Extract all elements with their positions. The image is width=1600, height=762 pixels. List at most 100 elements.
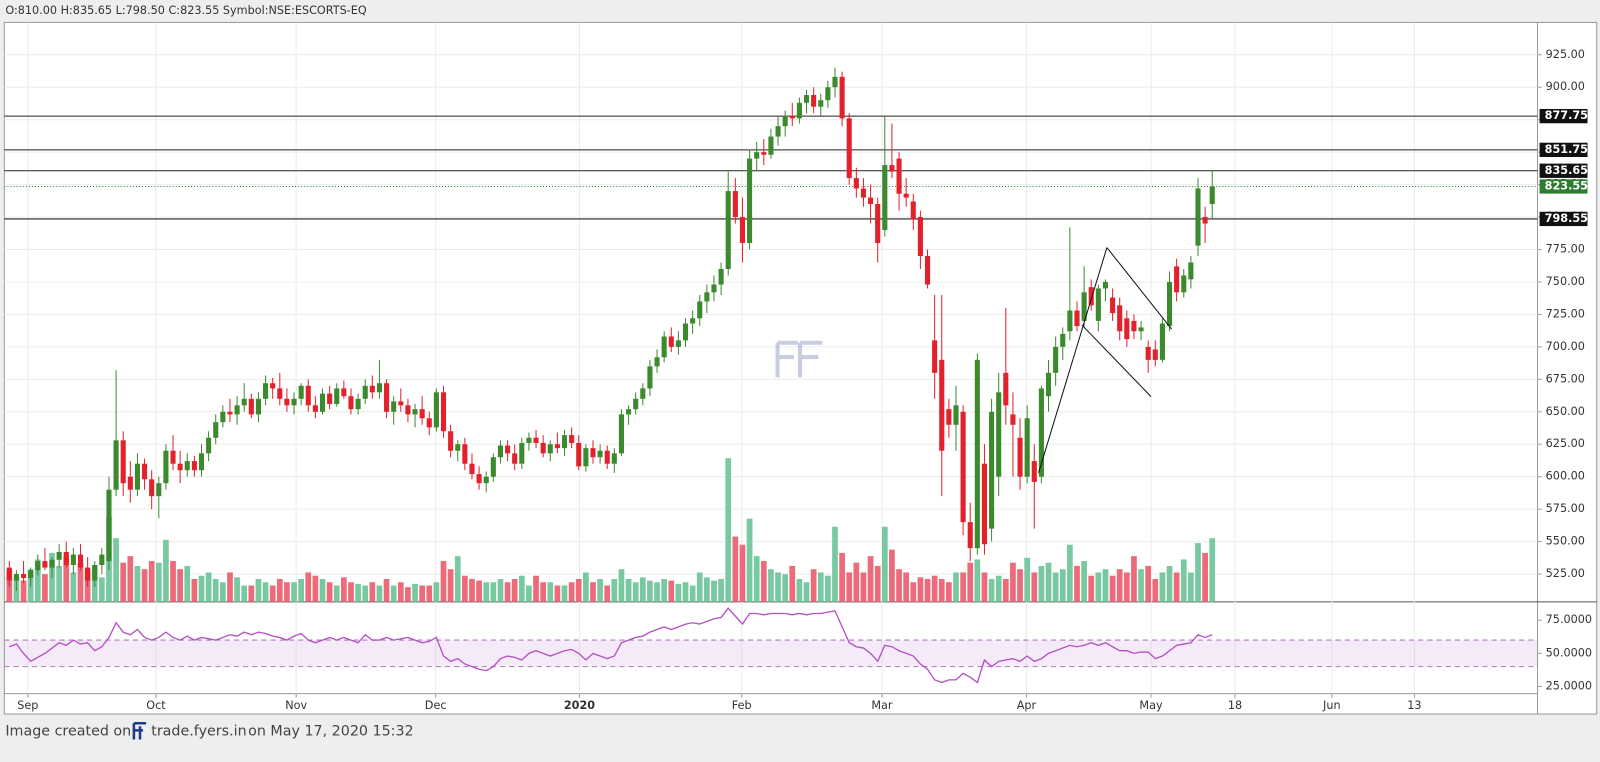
candle-body xyxy=(640,388,646,399)
candle-body xyxy=(540,442,546,454)
candle-body xyxy=(398,401,404,406)
volume-bar xyxy=(625,578,632,602)
volume-bar xyxy=(70,572,77,602)
candle-body xyxy=(967,522,973,549)
volume-bar xyxy=(632,582,639,602)
volume-bar xyxy=(1067,544,1073,602)
candle-body xyxy=(1124,318,1130,340)
candle-body xyxy=(127,476,133,490)
volume-bar xyxy=(832,526,838,602)
volume-bar xyxy=(540,582,547,602)
volume-bar xyxy=(362,585,369,602)
last-price-label: 823.55 xyxy=(1545,179,1588,192)
volume-bar xyxy=(810,569,817,602)
y-tick-label: 625.00 xyxy=(1546,437,1585,450)
volume-bar xyxy=(696,572,703,602)
trendline xyxy=(1081,324,1152,397)
level-label: 835.65 xyxy=(1545,164,1588,177)
volume-bar xyxy=(568,582,575,602)
rsi-tick-label: 25.0000 xyxy=(1546,679,1592,692)
candle-body xyxy=(1181,275,1187,293)
grid xyxy=(4,22,1542,698)
volume-bar xyxy=(163,539,169,602)
candle-body xyxy=(1017,437,1023,477)
volume-bar xyxy=(248,585,255,602)
candle-body xyxy=(974,359,980,549)
volume-bar xyxy=(483,582,490,602)
trendline xyxy=(1038,247,1108,473)
candle-body xyxy=(1166,281,1173,327)
y-tick-label: 725.00 xyxy=(1546,307,1585,320)
volume-bar xyxy=(924,578,931,602)
level-label: 877.75 xyxy=(1545,109,1588,122)
volume-bar xyxy=(967,562,974,602)
volume-bar xyxy=(860,572,867,602)
candle-body xyxy=(697,301,703,319)
candle-body xyxy=(1031,461,1037,482)
volume-bar xyxy=(518,575,525,602)
candle-body xyxy=(56,551,62,560)
candle-body xyxy=(775,126,781,137)
volume-bar xyxy=(647,580,653,602)
candle-body xyxy=(21,574,27,578)
candle-body xyxy=(1045,372,1052,397)
volume-bar xyxy=(604,585,611,602)
x-tick-label: Apr xyxy=(1017,699,1037,712)
candle-body xyxy=(490,457,496,477)
x-tick-label: 13 xyxy=(1407,699,1421,712)
candle-body xyxy=(142,463,148,480)
candle-body xyxy=(334,388,340,404)
volume-bar xyxy=(1095,572,1102,602)
candle-body xyxy=(156,483,162,497)
candle-body xyxy=(1159,323,1165,360)
volume-bar xyxy=(454,556,461,602)
x-tick-label: Mar xyxy=(871,699,893,712)
candle-body xyxy=(782,115,788,127)
x-tick-label: Dec xyxy=(425,699,447,712)
candle-body xyxy=(1131,320,1137,332)
candle-body xyxy=(547,444,553,454)
candle-body xyxy=(1060,333,1066,347)
volume-bar xyxy=(341,577,347,602)
y-tick-label: 650.00 xyxy=(1546,405,1585,418)
volume-bar xyxy=(1074,565,1080,602)
volume-bar xyxy=(917,577,924,602)
candle-body xyxy=(996,392,1002,477)
trendline xyxy=(1106,247,1173,330)
x-tick-label: 2020 xyxy=(564,699,595,712)
candle-body xyxy=(718,268,724,285)
volume-bar xyxy=(348,582,354,602)
candle-body xyxy=(184,461,190,471)
candle-body xyxy=(1138,327,1144,332)
volume-bar xyxy=(575,578,582,602)
volume-bar xyxy=(526,585,532,602)
volume-bar xyxy=(618,569,625,602)
candle-body xyxy=(1024,418,1030,477)
candle-body xyxy=(569,435,575,443)
candle-body xyxy=(92,564,98,581)
candle-body xyxy=(1095,288,1101,321)
volume-bar xyxy=(291,582,297,602)
candle-body xyxy=(732,191,738,218)
x-tick-label: Sep xyxy=(17,699,38,712)
candle-body xyxy=(675,340,681,347)
candle-body xyxy=(682,323,689,341)
y-tick-label: 750.00 xyxy=(1546,275,1585,288)
volume-bar xyxy=(198,575,205,602)
candle-body xyxy=(1102,281,1109,289)
candle-body xyxy=(70,554,76,565)
candle-body xyxy=(198,453,205,471)
candle-body xyxy=(1067,310,1073,332)
candle-body xyxy=(1209,186,1215,205)
candle-body xyxy=(611,453,617,464)
candle-body xyxy=(633,398,639,410)
volume-bar xyxy=(355,583,361,602)
volume-bar xyxy=(974,559,981,602)
candle-body xyxy=(448,431,454,451)
y-tick-label: 575.00 xyxy=(1546,502,1585,515)
volume-bar xyxy=(725,458,732,602)
volume-bar xyxy=(1010,562,1016,602)
candle-body xyxy=(327,393,333,404)
volume-bar xyxy=(262,582,269,602)
